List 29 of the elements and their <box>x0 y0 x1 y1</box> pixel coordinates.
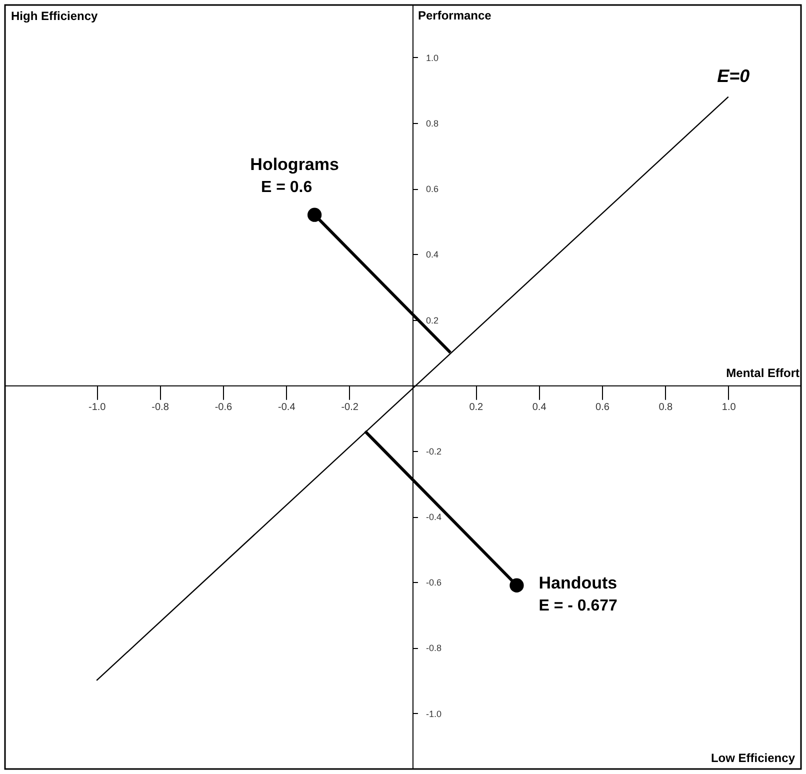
y-tick-label: 1.0 <box>426 52 438 63</box>
x-tick-label: -0.8 <box>152 402 170 413</box>
x-tick-label: 0.6 <box>596 402 610 413</box>
x-axis-title: Mental Effort <box>726 366 800 380</box>
x-tick-label: -1.0 <box>88 402 106 413</box>
y-tick-label: 0.4 <box>426 250 438 260</box>
annotation: High Efficiency <box>11 9 98 23</box>
y-tick-label: 0.8 <box>426 118 438 129</box>
text: Holograms <box>250 154 339 174</box>
x-tick-label: 1.0 <box>722 402 736 413</box>
series-label: Handouts <box>538 573 618 592</box>
y-tick-label: -0.4 <box>426 512 442 522</box>
x-tick-label: 0.4 <box>532 402 547 413</box>
x-tick-label: -0.4 <box>278 402 296 413</box>
x-tick-label: 0.8 <box>658 402 674 413</box>
annotation: E = - 0.677 <box>538 597 618 614</box>
y-tick-label: -0.6 <box>426 578 442 588</box>
annotation: Low Efficiency <box>710 751 796 765</box>
x-tick-label: 0.2 <box>469 402 484 413</box>
y-tick-label: 0.6 <box>426 184 438 194</box>
x-tick-label: -0.2 <box>341 402 359 413</box>
x-tick-label: -0.6 <box>214 402 233 413</box>
y-tick-label: 0.2 <box>426 315 438 326</box>
y-tick-label: -1.0 <box>426 708 442 719</box>
y-tick-label: -0.2 <box>426 446 442 456</box>
y-tick-label: -0.8 <box>426 643 442 654</box>
annotation: E=0 <box>717 66 750 86</box>
y-axis-title: Performance <box>418 8 492 22</box>
annotation: E = 0.6 <box>260 178 312 196</box>
